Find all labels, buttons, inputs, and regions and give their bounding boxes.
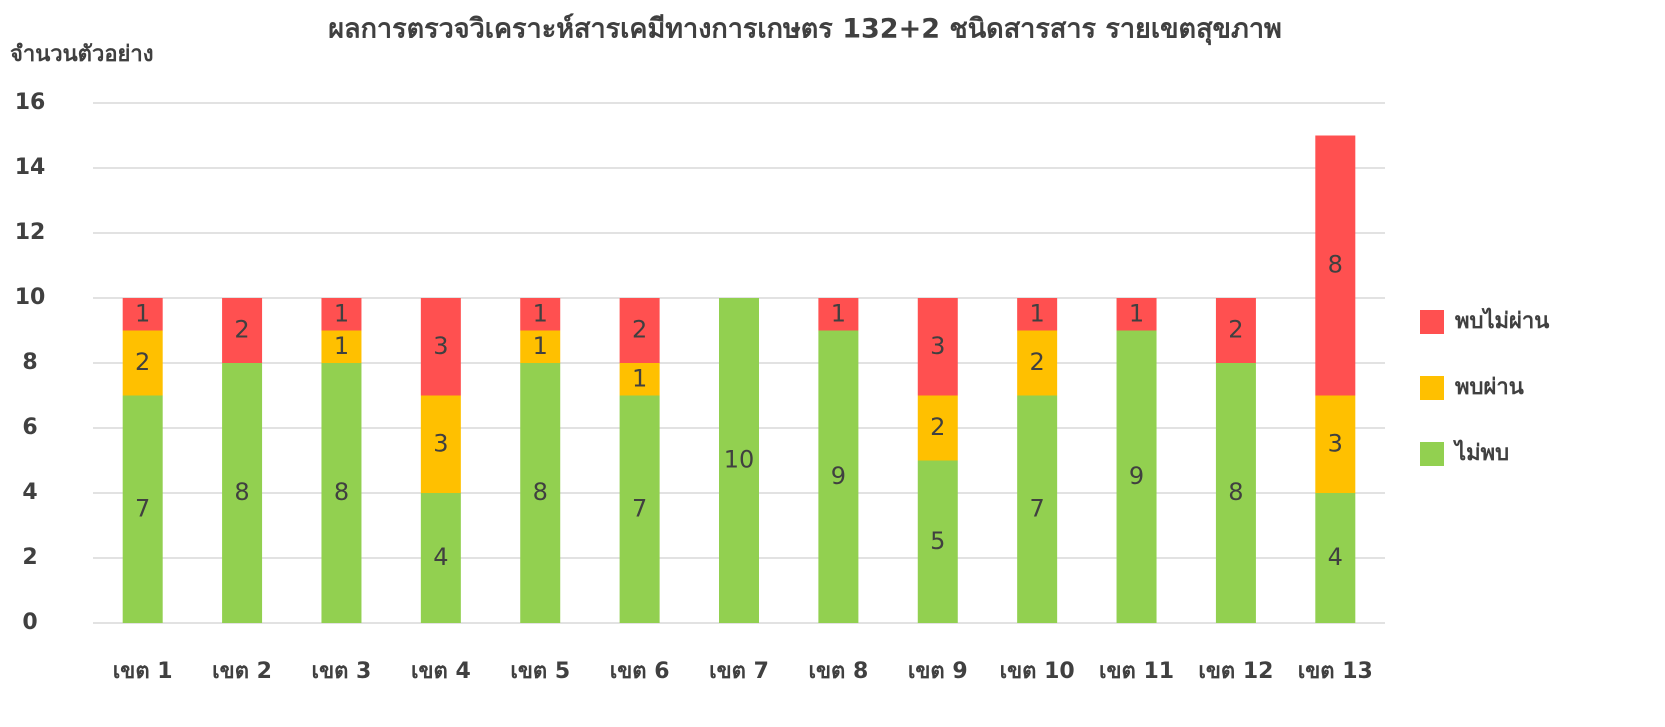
y-tick-label: 10 [15,285,46,310]
y-tick-label: 14 [15,155,46,180]
value-label: 2 [1030,348,1045,376]
value-label: 7 [1030,494,1045,522]
bar-segment [321,298,362,331]
value-label: 2 [632,316,647,344]
y-tick-label: 0 [22,610,37,635]
bar-segment [1215,363,1256,623]
bar-segment [1017,330,1058,396]
x-tick-label: เขต 11 [1099,659,1174,684]
x-tick-label: เขต 3 [312,659,372,684]
value-label: 2 [135,348,150,376]
bar-segment [122,330,163,396]
y-tick-label: 16 [15,90,46,115]
y-axis-label: จำนวนตัวอย่าง [10,42,154,67]
bar-segment [222,298,263,363]
bar-segment [420,493,461,623]
value-label: 1 [533,299,548,327]
bar-segment [321,363,362,623]
legend-label: ไม่พบ [1453,439,1509,466]
value-label: 1 [334,299,349,327]
y-tick-label: 6 [22,415,37,440]
bar-segment [1315,493,1356,623]
value-label: 7 [135,494,150,522]
y-tick-label: 8 [22,350,37,375]
x-tick-label: เขต 6 [610,659,670,684]
value-label: 1 [1030,299,1045,327]
x-tick-label: เขต 12 [1198,659,1273,684]
value-label: 1 [831,299,846,327]
value-label: 1 [533,332,548,360]
value-label: 7 [632,494,647,522]
bar-segment [818,330,859,623]
value-label: 4 [433,543,448,571]
bar-segment [122,298,163,331]
legend-label: พบผ่าน [1455,375,1524,400]
x-tick-label: เขต 4 [411,659,471,684]
x-tick-label: เขต 7 [709,659,769,684]
value-label: 8 [533,478,548,506]
x-tick-label: เขต 10 [1000,659,1075,684]
value-label: 8 [234,478,249,506]
bar-segment [917,298,958,396]
value-label: 3 [433,332,448,360]
legend-swatch [1420,376,1444,400]
bar-segment [619,395,660,623]
bar-segment [917,460,958,623]
y-tick-label: 4 [22,480,37,505]
bar-segment [619,298,660,363]
bar-segment [719,298,759,623]
bar-segment [420,298,461,396]
value-label: 8 [1228,478,1243,506]
legend-label: พบไม่ผ่าน [1455,307,1549,334]
value-label: 1 [1129,299,1144,327]
value-label: 1 [632,364,647,392]
value-label: 10 [724,446,755,474]
bar-segment [520,363,561,623]
value-label: 3 [1328,429,1343,457]
bar-segment [1116,298,1157,331]
value-label: 5 [930,527,945,555]
value-label: 2 [1228,316,1243,344]
x-tick-label: เขต 8 [808,659,868,684]
value-label: 3 [930,332,945,360]
bar-segment [1315,135,1356,396]
bar-segment [1017,395,1058,623]
x-tick-label: เขต 2 [212,659,272,684]
x-tick-label: เขต 9 [908,659,968,684]
bar-segment [1116,330,1157,623]
y-tick-label: 12 [15,220,46,245]
legend-swatch [1420,310,1444,334]
bar-segment [321,330,362,363]
value-label: 2 [930,413,945,441]
bar-segment [122,395,163,623]
bar-segment [520,298,561,331]
legend-swatch [1420,442,1444,466]
value-label: 3 [433,429,448,457]
value-label: 1 [135,299,150,327]
bar-segment [619,363,660,396]
value-label: 9 [831,462,846,490]
bar-segment [520,330,561,363]
value-label: 1 [334,332,349,360]
value-label: 4 [1328,543,1343,571]
value-label: 8 [1328,251,1343,279]
x-tick-label: เขต 5 [510,659,570,684]
bar-segment [1215,298,1256,363]
bar-segment [420,395,461,493]
bar-segment [1017,298,1058,331]
bar-segment [222,363,263,623]
value-label: 8 [334,478,349,506]
bar-segment [917,395,958,461]
x-tick-label: เขต 1 [113,659,173,684]
value-label: 2 [234,316,249,344]
x-tick-label: เขต 13 [1298,659,1373,684]
value-label: 9 [1129,462,1144,490]
bar-segment [1315,395,1356,493]
y-tick-label: 2 [22,545,37,570]
bar-segment [818,298,859,331]
chart-title: ผลการตรวจวิเคราะห์สารเคมีทางการเกษตร 132… [328,13,1282,46]
